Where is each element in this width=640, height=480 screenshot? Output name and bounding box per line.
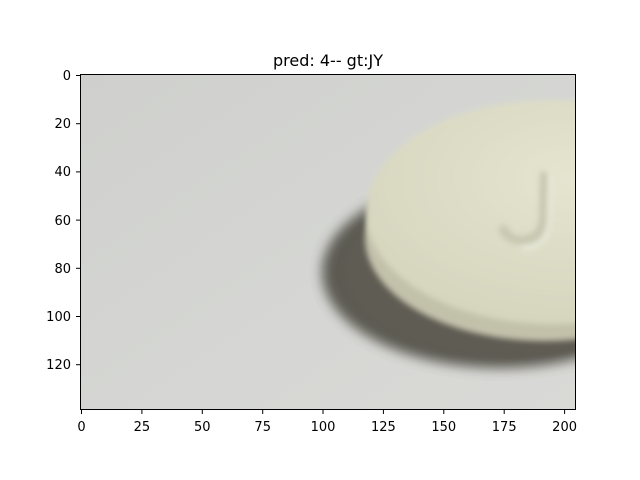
pill-photo (80, 74, 576, 410)
figure-title: pred: 4-- gt:JY (273, 51, 383, 70)
x-tick-label: 25 (134, 420, 151, 435)
pill-face (366, 100, 576, 324)
x-tick-label: 175 (492, 420, 517, 435)
x-tick-label: 50 (194, 420, 211, 435)
y-tick-label: 0 (63, 69, 71, 84)
y-tick-label: 80 (54, 262, 71, 277)
x-tick-label: 150 (431, 420, 456, 435)
x-tick-label: 75 (254, 420, 271, 435)
y-tick-label: 100 (46, 310, 71, 325)
x-tick-label: 0 (77, 420, 85, 435)
x-tick-label: 125 (371, 420, 396, 435)
x-tick-label: 200 (552, 420, 577, 435)
y-axis: 0 20 40 60 80 100 120 (46, 69, 80, 373)
plot-frame (80, 74, 576, 410)
y-tick-label: 20 (54, 117, 71, 132)
y-tick-label: 60 (54, 214, 71, 229)
x-tick-label: 100 (311, 420, 336, 435)
y-tick-label: 120 (46, 358, 71, 373)
pill-imprint-j (498, 172, 552, 250)
y-tick-label: 40 (54, 165, 71, 180)
x-axis: 0 25 50 75 100 125 150 175 200 (77, 410, 577, 435)
